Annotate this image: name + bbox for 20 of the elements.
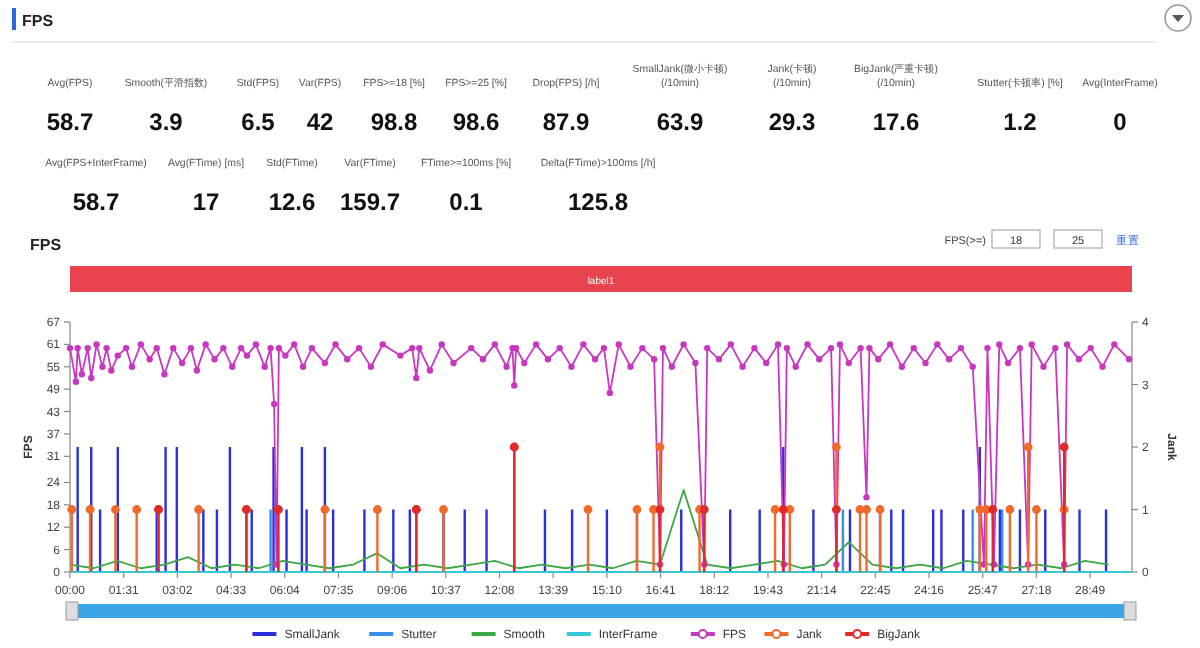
data-label: 125.8 xyxy=(567,188,629,216)
data-label: 98.8 xyxy=(370,108,418,136)
data-label: 3.9 xyxy=(149,108,184,136)
data-label: 6.5 xyxy=(241,108,276,136)
text: FPS xyxy=(22,12,55,30)
data-label: 0.1 xyxy=(449,188,484,216)
data-label: 17.6 xyxy=(872,108,920,136)
data-label: 98.6 xyxy=(452,108,500,136)
data-label: 1.2 xyxy=(1003,108,1038,136)
data-label: 159.7 xyxy=(339,188,401,216)
data-label: 29.3 xyxy=(768,108,816,136)
data-label: 63.9 xyxy=(656,108,704,136)
data-label: 12.6 xyxy=(268,188,316,216)
data-label: 87.9 xyxy=(542,108,590,136)
data-label: 58.7 xyxy=(72,188,120,216)
data-label: 0 xyxy=(1113,108,1128,136)
chart-title: FPS xyxy=(30,236,63,254)
data-label: 58.7 xyxy=(46,108,94,136)
data-label: 42 xyxy=(306,108,334,136)
data-label: 17 xyxy=(192,188,220,216)
